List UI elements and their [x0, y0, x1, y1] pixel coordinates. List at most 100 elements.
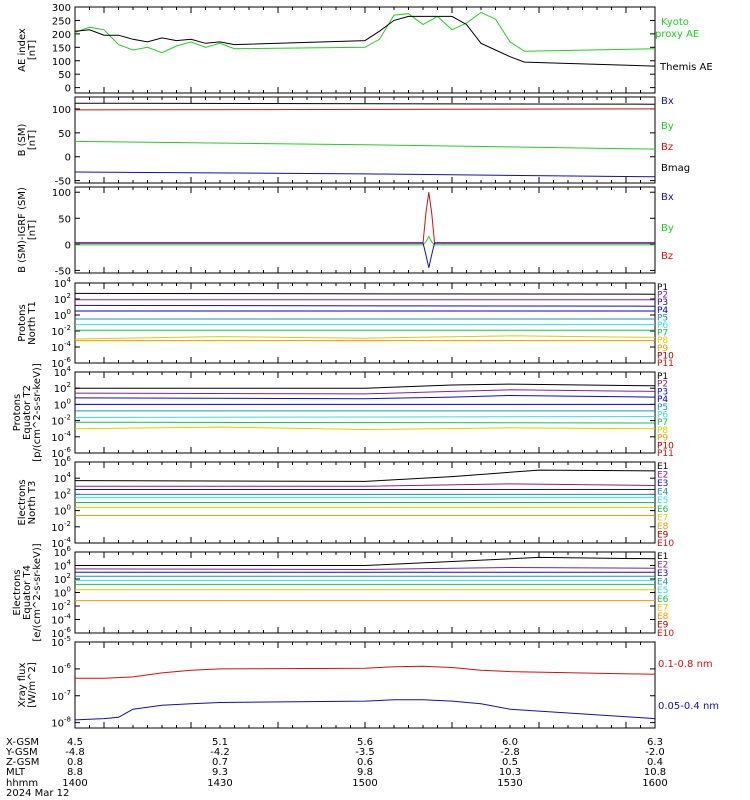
legend-entry: E7	[657, 513, 668, 523]
series-line-By	[74, 140, 656, 150]
y-tick-label: 104	[54, 471, 72, 485]
legend-entry: P10	[657, 351, 674, 361]
y-tick-label: 250	[52, 16, 71, 27]
y-tick-label: 104	[54, 276, 72, 290]
panel-3: 100 50 0 -50 B (SM)-IGRF (SM) [nT] Bx By Bz	[17, 186, 674, 277]
series-line-Bmag	[74, 102, 656, 105]
y-tick-label: 10-6	[51, 662, 71, 676]
ephemeris-value: 10.8	[644, 767, 666, 778]
y-tick-label: 0	[65, 240, 71, 251]
legend-entry: Themis AE	[659, 62, 713, 73]
series-line-P6	[74, 416, 656, 418]
panel-frame	[74, 186, 656, 274]
legend-entry: P5	[657, 403, 668, 413]
y-axis-label: Protons	[12, 394, 23, 431]
legend-entry: 0.1-0.8 nm	[658, 659, 713, 670]
legend-entry: P1	[657, 372, 668, 382]
y-tick-label: 104	[54, 559, 72, 573]
panel-1: 300 250 200 150 100 50 0 AE index [nT] Kyotoproxy…	[17, 3, 713, 95]
series-line-00504nm	[74, 699, 656, 721]
y-axis-label: North T3	[27, 481, 38, 525]
ephemeris-value: 5.1	[212, 737, 228, 748]
y-tick-label: 100	[52, 57, 71, 68]
legend: Bx By Bz Bmag	[661, 96, 690, 174]
y-tick-label: 10-6	[51, 446, 71, 460]
legend-entry: P11	[657, 449, 674, 459]
y-tick-label: 10-2	[51, 599, 71, 613]
legend-entry: By	[661, 223, 674, 234]
series-line-ThemisAE	[74, 15, 656, 67]
y-tick-label: 300	[52, 3, 71, 14]
ephemeris-value: 0.4	[647, 757, 663, 768]
y-axis-label: North T1	[27, 301, 38, 345]
y-tick-label: 10-2	[51, 520, 71, 534]
legend-entry: E6	[657, 595, 669, 605]
ephemeris-value: 0.5	[502, 757, 518, 768]
ephemeris-value: 1500	[352, 778, 377, 789]
series-line-P8	[74, 426, 656, 431]
ephemeris-label: X-GSM	[6, 737, 39, 748]
legend-entry: P7	[657, 418, 668, 428]
y-tick-label: 10-5	[51, 635, 71, 649]
y-tick-label: 104	[54, 365, 72, 379]
legend-entry: proxy AE	[655, 29, 699, 40]
y-tick-label: 10-4	[51, 613, 71, 627]
y-tick-label: 10-4	[51, 536, 71, 550]
y-tick-label: 50	[58, 214, 71, 225]
panel-frame	[74, 282, 656, 364]
series-line-P3	[74, 304, 656, 307]
ephemeris-value: 0.6	[357, 757, 373, 768]
ephemeris-value: 0.8	[67, 757, 83, 768]
series-line-E1	[74, 469, 656, 482]
legend-entry: E10	[657, 539, 674, 549]
ephemeris-value: 6.0	[502, 737, 518, 748]
panel-5: 104 102 100 10-2 10-4 10-6 Protons Equator T2 [p…	[12, 363, 674, 462]
y-tick-label: 106	[54, 455, 72, 469]
legend-entry: E10	[657, 629, 674, 639]
legend-entry: P1	[657, 283, 668, 293]
series-line-P1	[75, 383, 656, 389]
legend-entry: P3	[657, 298, 668, 308]
series-line-E2	[75, 483, 656, 487]
legend-entry: Bmag	[661, 163, 690, 174]
legend-entry: E4	[657, 488, 669, 498]
y-tick-label: 10-7	[51, 689, 71, 703]
legend-entry: P5	[657, 313, 668, 323]
series-line-P2	[74, 389, 656, 395]
legend-entry: E5	[657, 496, 668, 506]
legend-entry: P4	[657, 306, 668, 316]
ephemeris-value: 1530	[497, 778, 522, 789]
ephemeris-value: 4.5	[67, 737, 83, 748]
legend-entry: P9	[657, 344, 668, 354]
y-axis-label: Equator T4	[22, 565, 33, 620]
legend-entry: E5	[657, 586, 668, 596]
legend-entry: Bx	[661, 192, 674, 203]
series-line-E1	[75, 556, 656, 566]
ephemeris-value: -3.5	[355, 747, 375, 758]
y-axis-label: AE index	[17, 28, 28, 72]
y-axis-label: Electrons	[17, 479, 28, 525]
legend-entry: E8	[657, 612, 669, 622]
y-tick-label: 100	[54, 586, 71, 600]
y-axis-label: [p/(cm^2-s-sr-keV)]	[32, 363, 43, 462]
ephemeris-value: 0.7	[212, 757, 228, 768]
y-tick-label: -50	[55, 177, 71, 188]
legend-entry: Bz	[661, 142, 673, 153]
y-tick-label: 0	[65, 153, 71, 164]
y-tick-label: 102	[54, 572, 71, 586]
y-axis-label: B (SM)	[17, 123, 28, 156]
legend: Bx By Bz	[661, 192, 674, 262]
series-line-Bx	[74, 171, 656, 178]
legend-entry: P9	[657, 434, 668, 444]
series-line-Bz	[75, 192, 655, 244]
ephemeris-value: 9.8	[357, 767, 373, 778]
legend-entry: E2	[657, 471, 668, 481]
ephemeris-label: Y-GSM	[5, 747, 38, 758]
legend-entry: P8	[657, 426, 668, 436]
legend-entry: P8	[657, 336, 668, 346]
series-line-E2	[74, 566, 656, 571]
legend-entry: P6	[657, 321, 668, 331]
